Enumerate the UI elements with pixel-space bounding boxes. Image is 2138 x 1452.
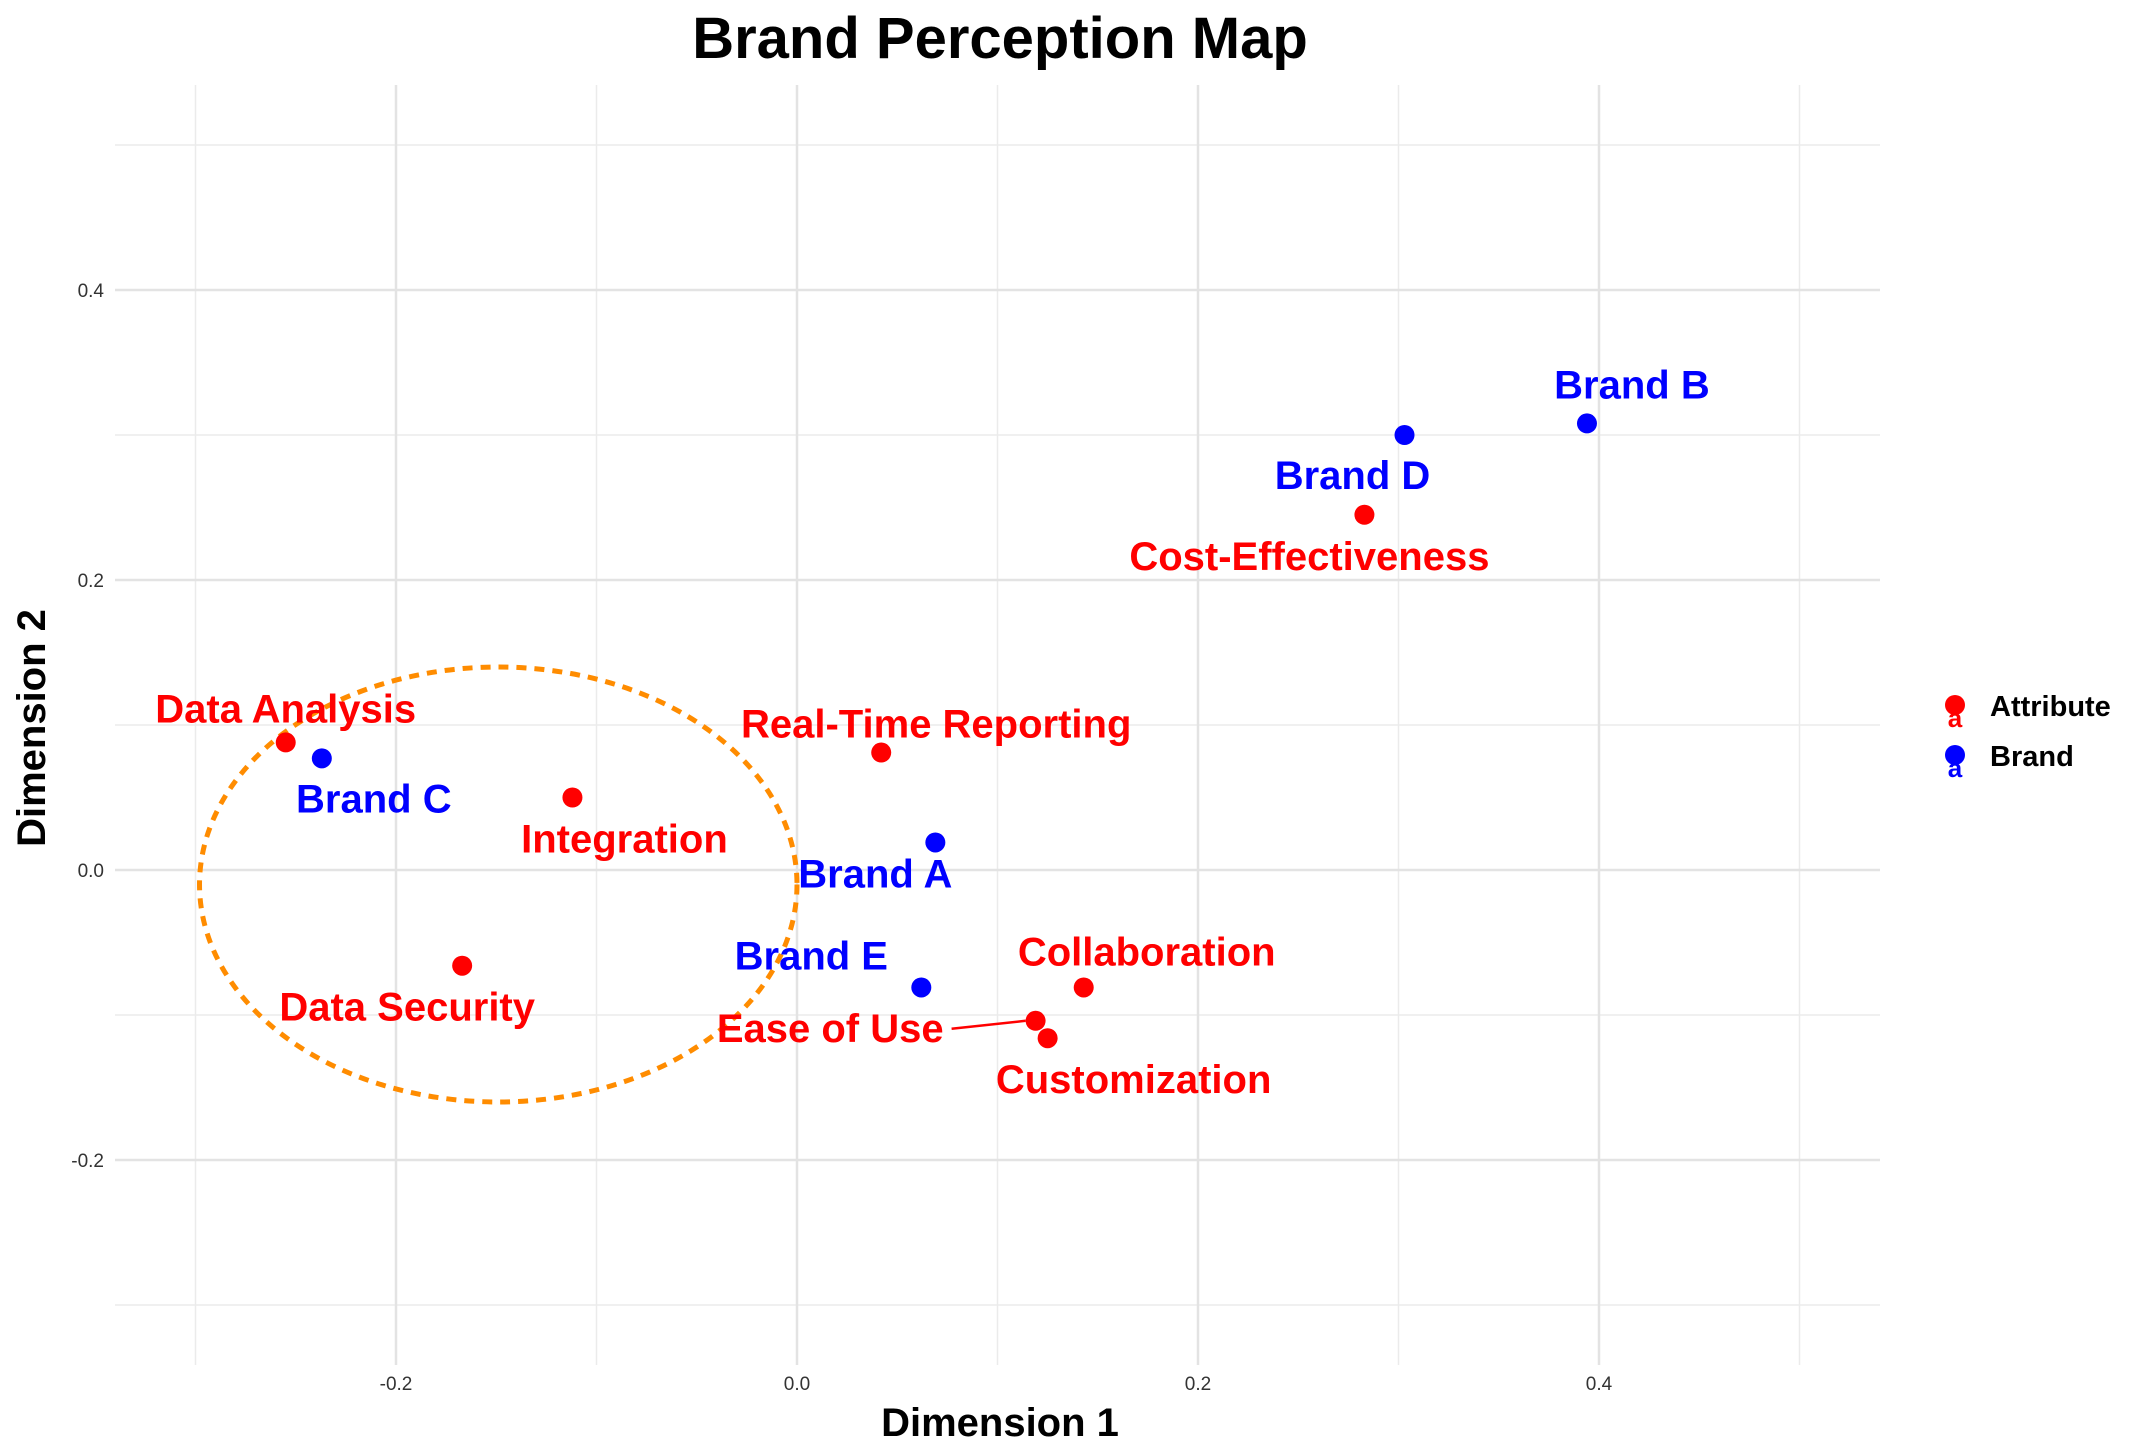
collaboration-point xyxy=(1073,977,1094,998)
brand-c-point xyxy=(311,748,332,769)
brand-e-label: Brand E xyxy=(735,934,888,978)
x-axis-title: Dimension 1 xyxy=(881,1401,1119,1445)
x-tick-label: 0.0 xyxy=(784,1374,810,1395)
legend-item-brand: a Brand xyxy=(1945,741,2074,783)
data-security-point xyxy=(452,955,473,976)
y-tick-label: 0.2 xyxy=(78,571,104,592)
legend-item-attribute: a Attribute xyxy=(1945,691,2111,733)
highlight-ellipse xyxy=(197,664,800,1105)
legend-key-point xyxy=(1945,695,1965,715)
ease-of-use-leader-line xyxy=(951,1019,1026,1031)
ease-of-use-point xyxy=(1025,1010,1046,1031)
data-analysis-point xyxy=(275,732,296,753)
label-leader-lines xyxy=(951,1019,1026,1031)
tick-labels: -0.2 0.0 0.2 0.4 -0.2 0.0 0.2 0.4 xyxy=(71,281,1612,1395)
brand-d-point xyxy=(1394,425,1415,445)
y-tick-label: 0.4 xyxy=(78,281,105,302)
major-gridlines xyxy=(115,85,1880,1365)
cost-effectiveness-point xyxy=(1354,504,1375,525)
customization-point xyxy=(1037,1028,1058,1049)
real-time-reporting-point xyxy=(871,742,892,763)
brand-d-label: Brand D xyxy=(1275,454,1431,498)
ellipse-annotation-layer xyxy=(197,664,800,1105)
data-security-label: Data Security xyxy=(279,986,535,1030)
y-tick-label: 0.0 xyxy=(78,861,104,882)
customization-label: Customization xyxy=(996,1058,1272,1102)
real-time-reporting-label: Real-Time Reporting xyxy=(741,703,1131,747)
x-tick-label: 0.2 xyxy=(1185,1374,1211,1395)
chart-title: Brand Perception Map xyxy=(692,6,1308,71)
legend-label: Attribute xyxy=(1990,691,2111,723)
x-tick-label: 0.4 xyxy=(1586,1374,1613,1395)
point-labels: Brand A Brand B Brand C Brand D Brand E Data … xyxy=(155,363,1709,1102)
y-tick-label: -0.2 xyxy=(71,1151,104,1172)
minor-gridlines xyxy=(115,85,1880,1365)
brand-e-point xyxy=(911,977,932,998)
legend-label: Brand xyxy=(1990,741,2074,773)
integration-point xyxy=(562,787,583,808)
y-axis-title: Dimension 2 xyxy=(10,609,54,847)
collaboration-label: Collaboration xyxy=(1018,930,1276,974)
legend-key-text: a xyxy=(1948,703,1963,733)
brand-c-label: Brand C xyxy=(296,777,452,821)
legend-key-text: a xyxy=(1948,753,1963,783)
brand-b-point xyxy=(1576,413,1597,434)
data-points xyxy=(275,413,1597,1049)
brand-a-point xyxy=(925,832,946,853)
legend-key-point xyxy=(1945,745,1965,765)
x-tick-label: -0.2 xyxy=(380,1374,413,1395)
ease-of-use-label: Ease of Use xyxy=(717,1007,944,1051)
brand-b-label: Brand B xyxy=(1554,363,1710,407)
legend: a Attribute a Brand xyxy=(1945,691,2111,783)
brand-a-label: Brand A xyxy=(798,852,952,896)
integration-label: Integration xyxy=(521,818,728,862)
cost-effectiveness-label: Cost-Effectiveness xyxy=(1129,535,1489,579)
data-analysis-label: Data Analysis xyxy=(155,687,416,731)
